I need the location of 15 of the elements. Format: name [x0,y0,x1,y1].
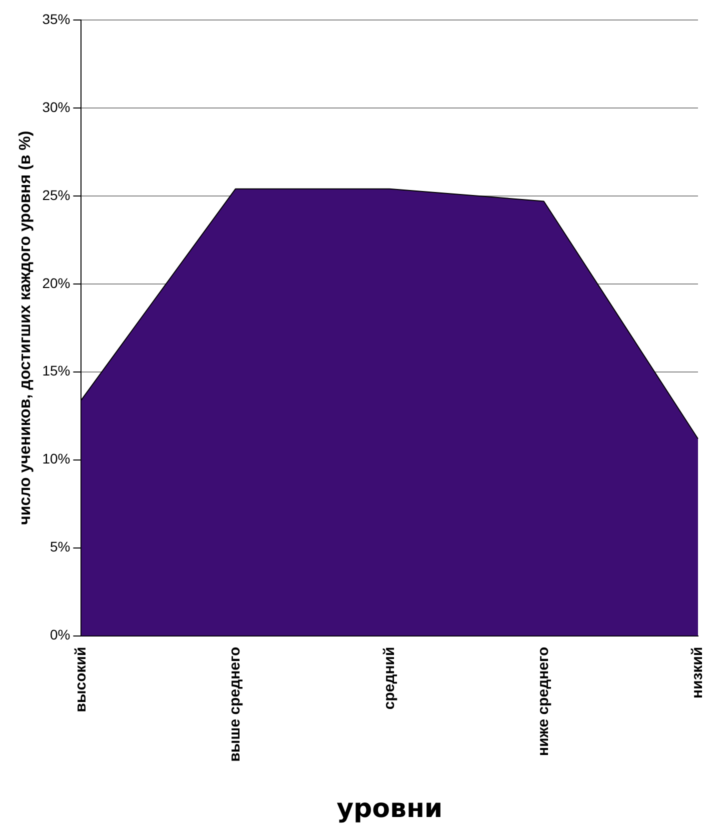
y-tick-label: 15% [42,362,70,379]
y-tick-label: 30% [42,98,70,115]
x-tick-label: высокий [72,646,90,712]
x-tick-label: ниже среднего [534,646,552,756]
y-tick-label: 25% [42,186,70,203]
y-tick-label: 10% [42,450,70,467]
y-axis-title: число учеников, достигших каждого уровня (в %) [17,130,34,525]
x-axis-title: уровни [336,794,443,824]
y-tick-label: 20% [42,274,70,291]
y-tick-label: 5% [50,538,70,555]
x-tick-label: выше среднего [226,646,244,762]
y-tick-label: 35% [42,10,70,27]
x-tick-label: низкий [689,646,706,698]
x-tick-label: средний [380,646,398,710]
y-tick-label: 0% [50,626,70,643]
